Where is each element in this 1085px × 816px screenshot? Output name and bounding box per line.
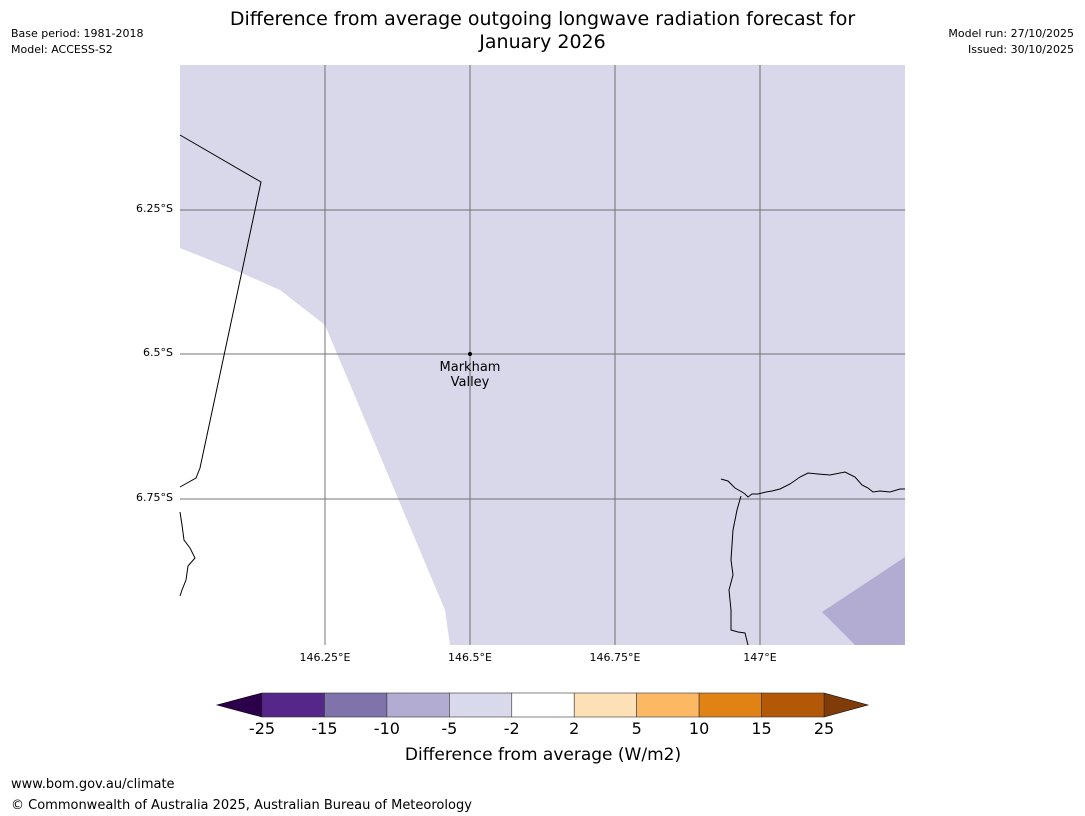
footer-url[interactable]: www.bom.gov.au/climate — [11, 777, 175, 792]
colorbar-tick-label: 5 — [631, 719, 642, 738]
location-marker — [468, 352, 472, 356]
colorbar-segment — [386, 692, 450, 718]
lat-label: 6.5°S — [143, 346, 173, 359]
border-line — [179, 134, 262, 488]
lat-label: 6.75°S — [136, 491, 173, 504]
lon-label: 146.75°E — [589, 651, 641, 664]
colorbar-segment — [449, 692, 513, 718]
place-label-line-1: Markham — [439, 360, 501, 375]
colorbar-segment — [261, 692, 325, 718]
colorbar-under-arrow — [215, 692, 263, 718]
model-run: Model run: 27/10/2025 — [948, 27, 1074, 40]
footer-copyright: © Commonwealth of Australia 2025, Austra… — [11, 798, 472, 813]
coastline-west — [179, 511, 196, 597]
lon-label: 147°E — [743, 651, 777, 664]
colorbar-tick-label: -10 — [373, 719, 400, 738]
footer: www.bom.gov.au/climate © Commonwealth of… — [11, 774, 472, 816]
place-label: Markham Valley — [420, 360, 520, 390]
colorbar-tick-label: 15 — [751, 719, 772, 738]
colorbar-tick-label: -25 — [248, 719, 276, 738]
title-line-1: Difference from average outgoing longwav… — [229, 8, 856, 30]
anomaly-region-darker — [822, 557, 905, 645]
colorbar-segment — [324, 692, 388, 718]
title-line-2: January 2026 — [479, 31, 606, 53]
colorbar-over-arrow — [823, 692, 870, 718]
gridlines — [180, 65, 905, 645]
coastline-river — [728, 495, 749, 646]
base-period: Base period: 1981-2018 — [11, 27, 144, 40]
colorbar-tick-label: -2 — [503, 719, 520, 738]
colorbar-tick-label: -5 — [441, 719, 458, 738]
meta-left: Base period: 1981-2018 Model: ACCESS-S2 — [11, 26, 143, 58]
lon-label: 146.25°E — [299, 651, 351, 664]
lon-label: 146.5°E — [448, 651, 492, 664]
no-data-region — [180, 248, 450, 645]
lat-label: 6.25°S — [136, 202, 173, 215]
colorbar-segment — [511, 692, 575, 718]
model-name: Model: ACCESS-S2 — [11, 43, 113, 56]
colorbar-segment — [761, 692, 825, 718]
place-label-line-2: Valley — [450, 375, 490, 390]
colorbar-segment — [573, 692, 637, 718]
coastline-north — [720, 471, 905, 498]
colorbar-segment — [698, 692, 762, 718]
issued-date: Issued: 30/10/2025 — [967, 43, 1074, 56]
colorbar-segment — [636, 692, 700, 718]
colorbar-tick-label: 25 — [813, 719, 835, 738]
meta-right: Model run: 27/10/2025 Issued: 30/10/2025 — [948, 26, 1074, 58]
colorbar-tick-label: 2 — [569, 719, 580, 738]
colorbar-tick-label: 10 — [688, 719, 710, 738]
colorbar-tick-label: -15 — [311, 719, 338, 738]
map-title: Difference from average outgoing longwav… — [150, 8, 935, 54]
colorbar-label: Difference from average (W/m2) — [404, 745, 682, 765]
